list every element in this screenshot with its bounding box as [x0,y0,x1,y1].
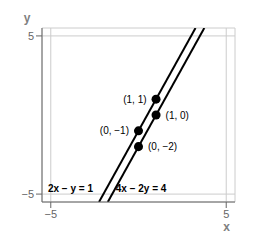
svg-text:5: 5 [223,208,229,220]
svg-text:4x − 2y = 4: 4x − 2y = 4 [116,183,167,194]
svg-text:(1, 0): (1, 0) [166,110,189,121]
svg-text:(0, −2): (0, −2) [148,141,177,152]
svg-text:(1, 1): (1, 1) [123,94,146,105]
svg-text:(0, −1): (0, −1) [100,125,129,136]
svg-text:5: 5 [28,30,34,42]
svg-text:x: x [223,220,230,234]
svg-text:y: y [24,11,31,25]
svg-text:−5: −5 [44,208,57,220]
svg-text:−5: −5 [21,188,34,200]
svg-text:2x − y = 1: 2x − y = 1 [48,183,93,194]
